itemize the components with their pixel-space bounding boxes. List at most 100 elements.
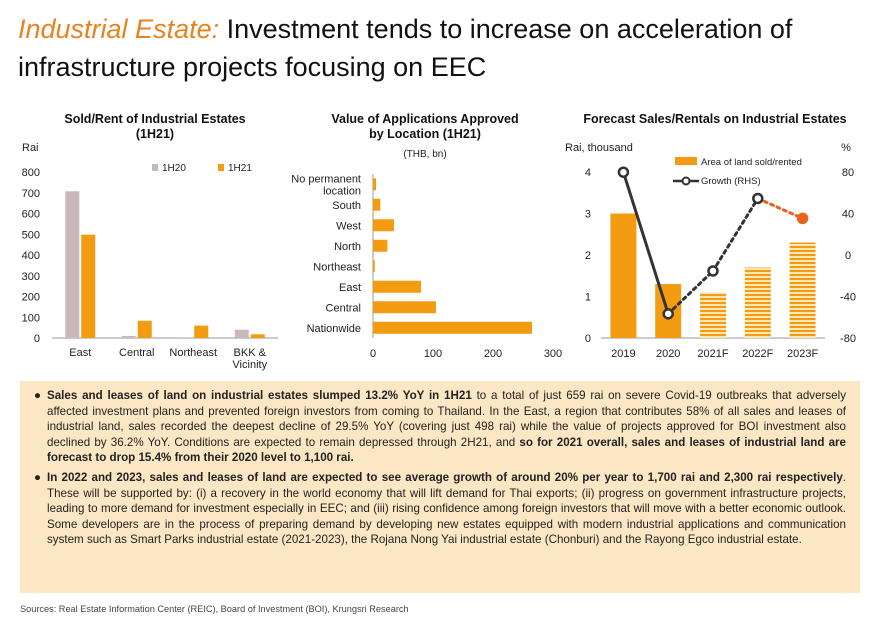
growth-line-actual <box>621 171 670 315</box>
bar-6 <box>373 301 436 314</box>
category-label: No permanent <box>291 173 361 185</box>
bar-7 <box>373 321 532 334</box>
legend-marker-growth <box>681 176 691 186</box>
y-left-tick: 1 <box>585 292 591 304</box>
bar-1h20-0 <box>65 191 80 338</box>
legend-swatch-1h20 <box>152 164 158 171</box>
bar-area-4 <box>789 242 816 338</box>
title-rest: Investment tends to increase on accelera… <box>18 14 793 82</box>
x-tick-label: BKK & <box>234 347 267 359</box>
bar-2 <box>373 219 394 232</box>
y-right-label: % <box>841 142 851 154</box>
bar-area-3 <box>744 267 771 338</box>
commentary-2-bold: In 2022 and 2023, sales and leases of la… <box>47 470 843 484</box>
x-tick-label: East <box>69 347 91 359</box>
bar-1h20-1 <box>121 335 136 338</box>
category-label: Northeast <box>313 261 361 273</box>
chart-sold-rent: Rai 0 100 200 300 400 500 600 700 800 East Central N… <box>22 142 278 371</box>
bullet-dot: ● <box>34 470 42 484</box>
bar-1 <box>373 198 381 211</box>
y-tick-label: 400 <box>22 250 40 262</box>
chart2-title-line2: by Location (1H21) <box>369 127 481 141</box>
bar-1h21-3 <box>250 334 265 338</box>
bar-5 <box>373 280 421 293</box>
commentary-2-text: . These will be supported by: (i) a reco… <box>47 470 846 547</box>
commentary-box: ● Sales and leases of land on industrial… <box>20 381 860 593</box>
commentary-1-bold: Sales and leases of land on industrial e… <box>47 389 472 402</box>
growth-line-forecast <box>666 269 715 316</box>
growth-point-1 <box>662 308 674 320</box>
chart3-title: Forecast Sales/Rentals on Industrial Est… <box>583 112 847 126</box>
title-accent: Industrial Estate: <box>18 14 220 44</box>
y-left-label: Rai, thousand <box>565 142 633 154</box>
category-label: location <box>323 185 361 197</box>
x-tick-label: 2019 <box>611 348 635 360</box>
y-right-tick: 0 <box>845 250 851 262</box>
x-tick-label: 200 <box>484 348 502 360</box>
y-tick-label: 200 <box>22 292 40 304</box>
chart1-title-line1: Sold/Rent of Industrial Estates <box>64 112 246 126</box>
x-tick-label: 2020 <box>656 348 680 360</box>
y-right-tick: -80 <box>840 333 856 345</box>
category-label: West <box>336 220 361 232</box>
chart-forecast: Rai, thousand % 0 1 2 3 4 -80 -40 0 40 80 2019 2020 20… <box>565 142 856 360</box>
bar-0 <box>373 178 376 191</box>
bar-3 <box>373 239 388 252</box>
y-left-tick: 3 <box>585 209 591 221</box>
y-tick-label: 700 <box>22 188 40 200</box>
sources-note: Sources: Real Estate Information Center … <box>20 604 409 614</box>
x-tick-label: 300 <box>544 348 562 360</box>
y-left-tick: 0 <box>585 333 591 345</box>
page-title: Industrial Estate: Investment tends to i… <box>18 10 858 86</box>
category-label: Central <box>326 302 361 314</box>
growth-point-2 <box>707 265 719 277</box>
legend-label: 1H21 <box>228 163 252 174</box>
commentary-bullet-1: ● Sales and leases of land on industrial… <box>34 388 846 466</box>
x-tick-label: Central <box>119 347 154 359</box>
legend-swatch-1h21 <box>218 164 224 171</box>
commentary-1-text: to a total of just 659 rai on severe Cov… <box>47 389 846 449</box>
category-label: North <box>334 241 361 253</box>
category-label: Nationwide <box>307 323 361 335</box>
x-tick-label: 2021F <box>697 348 728 360</box>
y-tick-label: 800 <box>22 167 40 179</box>
y-left-tick: 4 <box>585 167 591 179</box>
unit-label: (THB, bn) <box>403 149 446 160</box>
x-tick-label: Vicinity <box>232 359 267 371</box>
x-tick-label: 0 <box>370 348 376 360</box>
y-tick-label: 0 <box>34 333 40 345</box>
x-tick-label: 2023F <box>787 348 818 360</box>
commentary-bullet-2: ● In 2022 and 2023, sales and leases of … <box>34 470 846 548</box>
x-tick-label: 2022F <box>742 348 773 360</box>
y-right-tick: 40 <box>842 209 854 221</box>
growth-line-forecast <box>711 196 760 273</box>
bar-1h21-2 <box>194 325 209 338</box>
legend-label: Growth (RHS) <box>701 176 761 187</box>
y-right-tick: 80 <box>842 167 854 179</box>
y-tick-label: 300 <box>22 271 40 283</box>
bar-1h20-3 <box>234 329 249 338</box>
growth-point-4 <box>796 212 809 225</box>
bar-1h21-1 <box>137 320 152 338</box>
growth-line-forecast-orange <box>756 196 805 220</box>
y-tick-label: 100 <box>22 312 40 324</box>
y-tick-label: 500 <box>22 229 40 241</box>
category-label: East <box>339 282 361 294</box>
x-tick-label: 100 <box>424 348 442 360</box>
growth-point-0 <box>617 166 630 178</box>
y-right-tick: -40 <box>840 292 856 304</box>
category-label: South <box>332 200 361 212</box>
bar-1h21-0 <box>81 234 96 338</box>
y-axis-label: Rai <box>22 142 39 154</box>
bar-4 <box>373 260 375 273</box>
bar-area-0 <box>610 213 637 338</box>
x-tick-label: Northeast <box>169 347 217 359</box>
chart2-title-line1: Value of Applications Approved <box>331 112 519 126</box>
chart1-title: Sold/Rent of Industrial Estates (1H21) <box>40 112 270 142</box>
chart2-title: Value of Applications Approved by Locati… <box>300 112 550 142</box>
chart1-title-line2: (1H21) <box>135 127 175 141</box>
legend-label: 1H20 <box>162 163 186 174</box>
growth-point-3 <box>752 192 764 205</box>
y-left-tick: 2 <box>585 250 591 262</box>
